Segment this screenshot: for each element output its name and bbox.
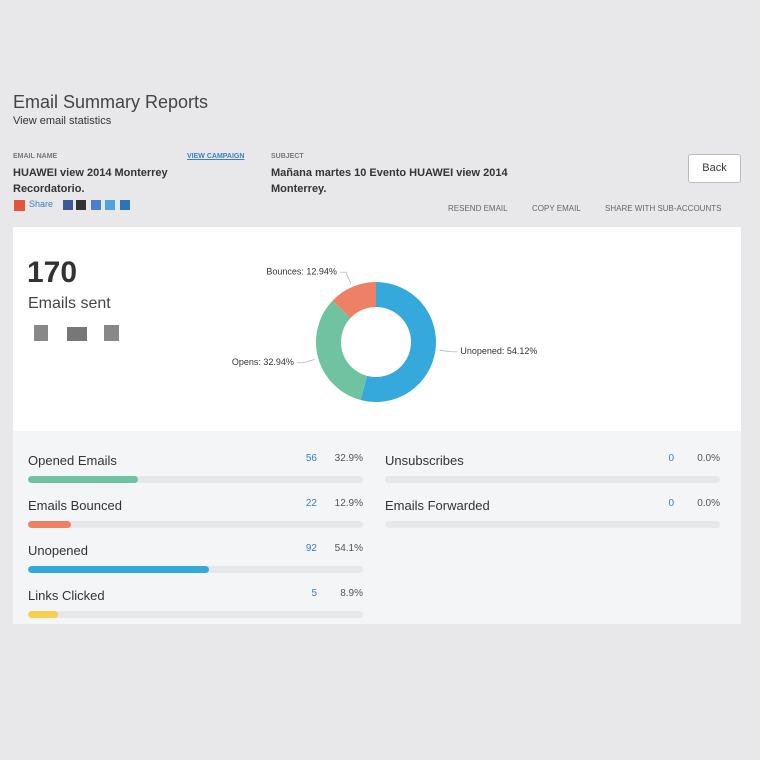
view-campaign-link[interactable]: VIEW CAMPAIGN bbox=[187, 153, 245, 160]
share-link[interactable]: Share bbox=[29, 199, 54, 209]
leader-line bbox=[296, 359, 315, 364]
print-icon[interactable] bbox=[67, 327, 87, 341]
stat-bar bbox=[28, 476, 139, 483]
stat-name: Unopened bbox=[28, 543, 88, 558]
twitter-icon[interactable] bbox=[105, 200, 115, 210]
page-title: Email Summary Reports bbox=[13, 92, 209, 112]
slice-label: Bounces: 12.94% bbox=[266, 267, 337, 277]
stat-track bbox=[385, 521, 720, 528]
excel-icon[interactable] bbox=[104, 325, 119, 341]
linkedin-icon[interactable] bbox=[120, 200, 130, 210]
stat-name: Emails Bounced bbox=[28, 498, 122, 513]
pdf-icon[interactable] bbox=[34, 325, 48, 341]
action-link[interactable]: RESEND EMAIL bbox=[448, 204, 508, 213]
google-icon[interactable] bbox=[91, 200, 101, 210]
donut-slice bbox=[332, 282, 376, 318]
stat-track bbox=[28, 611, 363, 618]
stat-count: 0 bbox=[668, 453, 674, 464]
stat-percent: 0.0% bbox=[697, 453, 720, 464]
stat-percent: 32.9% bbox=[334, 453, 363, 464]
stat-count: 56 bbox=[305, 453, 317, 464]
slice-label: Unopened: 54.12% bbox=[460, 346, 537, 356]
stat-percent: 0.0% bbox=[697, 498, 720, 509]
action-link[interactable]: SHARE WITH SUB-ACCOUNTS bbox=[605, 204, 722, 213]
stat-percent: 8.9% bbox=[340, 588, 363, 599]
stat-bar bbox=[28, 611, 58, 618]
stat-count: 22 bbox=[305, 498, 317, 509]
stat-track bbox=[28, 521, 363, 528]
stat-name: Unsubscribes bbox=[385, 453, 464, 468]
facebook-icon[interactable] bbox=[63, 200, 73, 210]
leader-line bbox=[439, 349, 458, 353]
action-link[interactable]: COPY EMAIL bbox=[532, 204, 581, 213]
stat-count: 0 bbox=[668, 498, 674, 509]
leader-line bbox=[339, 271, 352, 284]
stat-count: 5 bbox=[311, 588, 317, 599]
back-button[interactable]: Back bbox=[688, 154, 741, 183]
field-label: EMAIL NAME bbox=[13, 153, 58, 160]
stat-track bbox=[385, 476, 720, 483]
sent-count: 170 bbox=[27, 256, 78, 289]
slice-label: Opens: 32.94% bbox=[232, 357, 294, 367]
stat-percent: 12.9% bbox=[334, 498, 363, 509]
stat-bar bbox=[28, 521, 72, 528]
stat-count: 92 bbox=[305, 543, 317, 554]
field-label: SUBJECT bbox=[271, 153, 304, 160]
stat-bar bbox=[28, 566, 210, 573]
stat-name: Opened Emails bbox=[28, 453, 117, 468]
stat-name: Links Clicked bbox=[28, 588, 105, 603]
donut-chart: Unopened: 54.12% Opens: 32.94% Bounces: 12… bbox=[232, 267, 537, 402]
email-name: HUAWEI view 2014 Monterrey Recordatorio. bbox=[13, 167, 168, 195]
email-subject: Mañana martes 10 Evento HUAWEI view 2014… bbox=[271, 167, 508, 195]
stat-track bbox=[28, 476, 363, 483]
sent-label: Emails sent bbox=[28, 295, 111, 312]
stat-name: Emails Forwarded bbox=[385, 498, 490, 513]
share-icon[interactable] bbox=[14, 200, 25, 211]
stat-percent: 54.1% bbox=[334, 543, 363, 554]
page-subtitle: View email statistics bbox=[13, 115, 112, 127]
donut-slice bbox=[316, 300, 368, 401]
donut-slice bbox=[360, 282, 436, 402]
stat-track bbox=[28, 566, 363, 573]
myspace-icon[interactable] bbox=[76, 200, 86, 210]
